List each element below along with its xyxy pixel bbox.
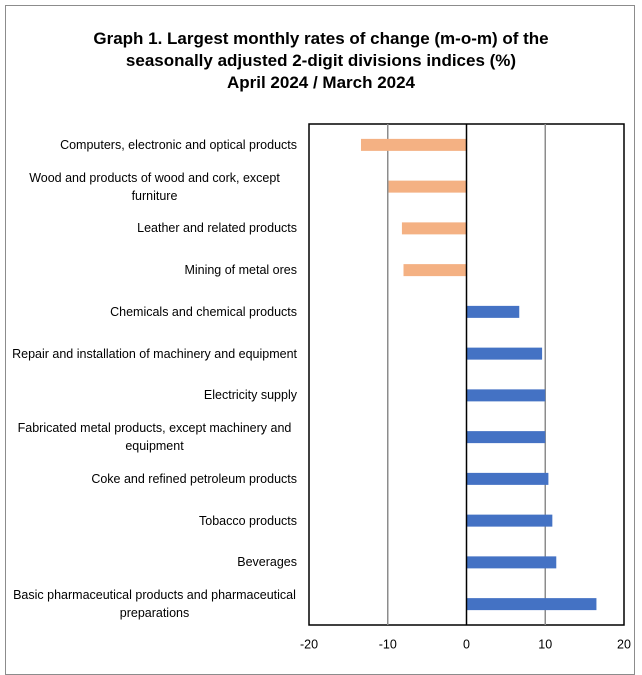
bar [466,305,520,318]
chart-title: Graph 1. Largest monthly rates of change… [93,29,549,70]
x-tick-label: 20 [617,637,631,651]
category-label-box: Beverages [0,553,297,571]
y-tick-label: Beverages [237,555,297,570]
y-tick-label: Leather and related products [137,221,297,236]
category-label-box: Coke and refined petroleum products [0,470,297,488]
y-tick-label: Tobacco products [199,513,297,528]
category-label-box: Fabricated metal products, except machin… [0,419,297,455]
y-tick-label: Electricity supply [203,388,297,403]
bar [466,598,597,611]
category-label-box: Chemicals and chemical products [0,303,297,321]
bar [401,222,467,235]
category-label-box: Repair and installation of machinery and… [0,345,297,363]
bar [388,180,467,193]
category-label-box: Mining of metal ores [0,261,297,279]
x-tick-label: 0 [463,637,470,651]
category-label-box: Electricity supply [0,386,297,404]
bar [466,431,546,444]
y-tick-label: Coke and refined petroleum products [91,471,297,486]
bar [466,347,543,360]
category-label-box: Basic pharmaceutical products and pharma… [0,586,297,622]
bar [466,389,546,402]
x-tick-label: -20 [300,637,318,651]
chart-subtitle: April 2024 / March 2024 [226,73,416,92]
bar [466,472,549,485]
y-tick-label: Basic pharmaceutical products and pharma… [13,588,296,621]
category-label-box: Computers, electronic and optical produc… [0,136,297,154]
category-label-box: Wood and products of wood and cork, exce… [0,169,297,205]
y-tick-label: Repair and installation of machinery and… [12,346,297,361]
bar [466,514,553,527]
bar [403,264,467,277]
bar [466,556,557,569]
y-tick-label: Mining of metal ores [184,263,297,278]
y-tick-label: Chemicals and chemical products [110,304,297,319]
y-tick-label: Wood and products of wood and cork, exce… [29,170,280,203]
y-tick-label: Fabricated metal products, except machin… [17,421,292,454]
y-tick-label: Computers, electronic and optical produc… [60,137,297,152]
x-tick-label: -10 [379,637,397,651]
x-tick-label: 10 [538,637,552,651]
bar [360,138,467,151]
category-label-box: Leather and related products [0,219,297,237]
category-label-box: Tobacco products [0,512,297,530]
